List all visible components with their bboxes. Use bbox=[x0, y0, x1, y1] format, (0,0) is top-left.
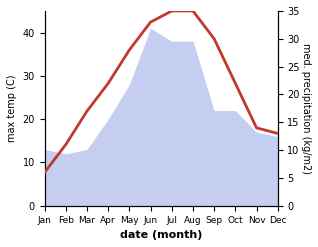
X-axis label: date (month): date (month) bbox=[120, 230, 202, 240]
Y-axis label: max temp (C): max temp (C) bbox=[7, 75, 17, 142]
Y-axis label: med. precipitation (kg/m2): med. precipitation (kg/m2) bbox=[301, 43, 311, 174]
